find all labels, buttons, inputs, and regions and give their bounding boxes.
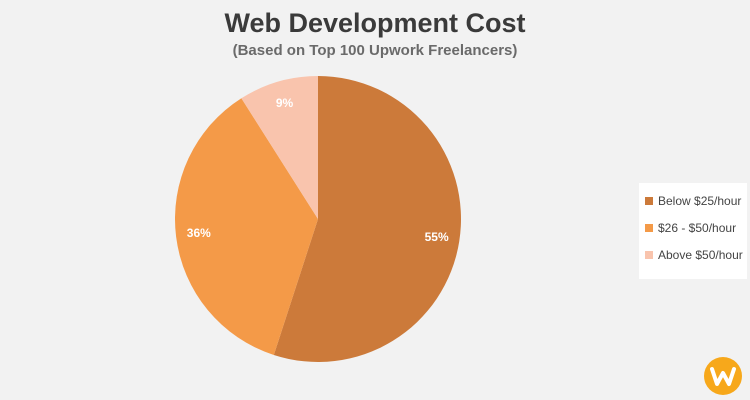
- legend-label: $26 - $50/hour: [658, 220, 737, 235]
- legend-swatch: [645, 196, 653, 205]
- legend-label: Below $25/hour: [658, 193, 742, 208]
- chart-subtitle: (Based on Top 100 Upwork Freelancers): [232, 42, 518, 59]
- legend-swatch: [645, 250, 653, 259]
- slice-label: 55%: [425, 230, 449, 244]
- pie-slice: [273, 76, 462, 362]
- chart-title: Web Development Cost: [224, 8, 526, 38]
- slice-label: 9%: [276, 96, 294, 110]
- slice-label: 36%: [187, 226, 211, 240]
- legend-item-26-50: $26 - $50/hour: [645, 214, 747, 241]
- pie-slice: [241, 76, 318, 219]
- legend-item-below-25: Below $25/hour: [645, 187, 747, 214]
- legend-label: Above $50/hour: [658, 247, 743, 262]
- legend-item-above-50: Above $50/hour: [645, 241, 747, 268]
- legend-swatch: [645, 223, 653, 232]
- pie-slice: [175, 98, 318, 356]
- w-logo-icon: [704, 357, 742, 395]
- legend: Below $25/hour $26 - $50/hour Above $50/…: [639, 183, 747, 279]
